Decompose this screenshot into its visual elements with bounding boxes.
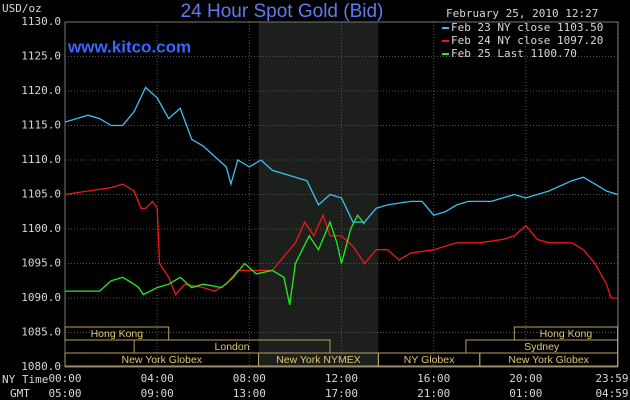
y-tick-label: 1125.0 <box>21 50 61 63</box>
session-label: New York NYMEX <box>276 354 361 366</box>
y-tick-label: 1090.0 <box>21 291 61 304</box>
gmt-tick-label: 01:00 <box>509 387 542 400</box>
y-tick-label: 1130.0 <box>21 15 61 28</box>
x-tick-label: 16:00 <box>417 372 450 385</box>
y-tick-label: 1105.0 <box>21 188 61 201</box>
y-tick-label: 1120.0 <box>21 84 61 97</box>
session-label: New York Globex <box>508 354 589 366</box>
gmt-tick-label: 13:00 <box>233 387 266 400</box>
website: www.kitco.com <box>67 37 191 56</box>
price-line <box>64 86 618 223</box>
gmt-tick-label: 21:00 <box>417 387 450 400</box>
session-label: NY Globex <box>404 354 455 366</box>
legend-label: Feb 23 NY close 1103.50 <box>451 21 603 34</box>
x-tick-label: 08:00 <box>233 372 266 385</box>
x-tick-label: 23:59 <box>595 372 628 385</box>
price-line <box>65 213 366 306</box>
chart-title: 24 Hour Spot Gold (Bid) <box>181 1 384 22</box>
session-label: London <box>215 341 250 353</box>
gmt-tick-label: 05:00 <box>48 387 81 400</box>
y-tick-label: 1095.0 <box>21 257 61 270</box>
session-label: Hong Kong <box>91 328 144 340</box>
timestamp: February 25, 2010 12:27 <box>446 7 598 20</box>
x2-axis-label: GMT <box>10 387 30 400</box>
gmt-tick-label: 17:00 <box>325 387 358 400</box>
gmt-tick-label: 04:59 <box>595 387 628 400</box>
y-tick-label: 1080.0 <box>21 360 61 373</box>
legend-label: Feb 25 Last 1100.70 <box>451 47 577 60</box>
x-tick-label: 20:00 <box>509 372 542 385</box>
session-label: Hong Kong <box>540 328 593 340</box>
x-tick-label: 12:00 <box>325 372 358 385</box>
y-tick-label: 1085.0 <box>21 326 61 339</box>
x-axis-label: NY Time <box>2 373 48 386</box>
y-tick-label: 1115.0 <box>21 119 61 132</box>
gmt-tick-label: 09:00 <box>141 387 174 400</box>
y-tick-label: 1110.0 <box>21 153 61 166</box>
legend-label: Feb 24 NY close 1097.20 <box>451 34 603 47</box>
unit-label: USD/oz <box>2 2 42 15</box>
session-bar <box>479 352 619 367</box>
session-bar <box>64 326 170 341</box>
y-tick-label: 1100.0 <box>21 222 61 235</box>
x-tick-label: 04:00 <box>141 372 174 385</box>
session-label: Sydney <box>524 341 560 353</box>
session-label: New York Globex <box>122 354 203 366</box>
x-tick-label: 00:00 <box>48 372 81 385</box>
shaded-region <box>258 22 379 367</box>
price-line <box>64 183 618 299</box>
